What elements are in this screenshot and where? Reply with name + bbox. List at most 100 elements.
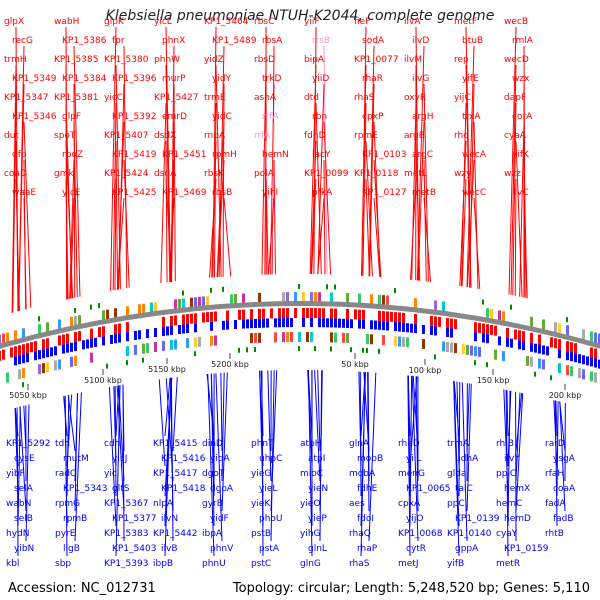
forward-gene-block <box>394 312 397 323</box>
gene-leader-line <box>469 83 475 288</box>
reverse-gene-block <box>22 354 25 364</box>
reverse-gene-block <box>266 318 269 328</box>
gene-label: metL <box>404 169 427 179</box>
functional-category-block <box>46 322 49 333</box>
gene-label: ppiC <box>496 469 516 479</box>
gene-label: rhaS <box>354 93 375 103</box>
functional-category-block <box>582 329 585 340</box>
gene-label: yicL <box>154 17 172 27</box>
gene-leader-line <box>23 197 27 310</box>
reverse-gene-block <box>282 318 285 328</box>
gene-label: kbl <box>6 559 19 569</box>
gene-leader-line <box>173 83 176 282</box>
forward-gene-block <box>354 309 357 320</box>
forward-gene-block <box>66 333 69 344</box>
gene-label: KP1_0065 <box>406 484 450 494</box>
functional-category-block <box>310 292 313 303</box>
reverse-gene-block <box>302 318 305 328</box>
gene-label: ilvB <box>161 544 178 554</box>
forward-gene-block <box>430 315 433 326</box>
gene-label: glnG <box>300 559 321 569</box>
gene-leader-line <box>360 371 366 557</box>
functional-category-block <box>6 332 9 343</box>
forward-gene-block <box>118 323 121 334</box>
functional-category-block <box>422 338 425 349</box>
gene-label: glnL <box>308 544 327 554</box>
functional-category-block <box>394 336 397 347</box>
gene-label: wecA <box>462 150 487 160</box>
gene-label: talC <box>455 484 473 494</box>
gene-leader-line <box>508 26 517 295</box>
gene-leader-line <box>559 401 566 512</box>
gene-label: wecD <box>504 55 529 65</box>
gene-label: yieN <box>308 484 328 494</box>
functional-category-block <box>126 346 129 357</box>
functional-category-block <box>74 315 77 326</box>
forward-gene-block <box>114 324 117 335</box>
functional-category-block <box>0 334 1 345</box>
gene-label: wecB <box>504 17 528 27</box>
gene-label: phnU <box>202 559 226 569</box>
gene-label: phnW <box>154 55 180 65</box>
gene-label: rnpA <box>204 131 226 141</box>
functional-category-block <box>582 369 585 380</box>
reverse-gene-block <box>154 327 157 337</box>
forward-gene-block <box>382 311 385 322</box>
gene-leader-line <box>11 64 17 313</box>
reverse-gene-block <box>262 318 265 328</box>
forward-gene-block <box>378 310 381 321</box>
gene-label: ysgA <box>553 454 576 464</box>
gene-leader-line <box>115 140 119 290</box>
gene-leader-line <box>423 159 427 282</box>
gene-label: KP1_5349 <box>12 74 57 84</box>
scale-label: 5200 kbp <box>211 360 249 369</box>
reverse-gene-block <box>350 319 353 329</box>
forward-gene-block <box>62 334 65 345</box>
gene-label: rhtB <box>545 529 564 539</box>
gene-label: KP1_5427 <box>154 93 198 103</box>
scale-label: 50 kbp <box>341 360 369 369</box>
forward-gene-block <box>22 344 25 355</box>
scale-label: 5100 kbp <box>84 376 122 385</box>
feature-marker <box>326 284 328 290</box>
gene-label: rhaR <box>362 74 383 84</box>
reverse-gene-block <box>166 326 169 336</box>
functional-category-block <box>162 340 165 351</box>
functional-category-block <box>318 292 321 303</box>
reverse-gene-block <box>54 346 57 356</box>
functional-category-block <box>594 372 597 383</box>
gene-label: cpxP <box>362 112 384 122</box>
gene-leader-line <box>270 370 275 542</box>
reverse-gene-block <box>222 320 225 330</box>
forward-gene-block <box>102 326 105 337</box>
reverse-gene-block <box>250 319 253 329</box>
gene-label: yidA <box>210 454 231 464</box>
gene-label: nlpA <box>153 499 174 509</box>
gene-label: fadB <box>553 514 574 524</box>
reverse-gene-block <box>510 338 513 348</box>
gene-leader-line <box>65 178 69 300</box>
functional-category-block <box>370 294 373 305</box>
forward-gene-block <box>182 314 185 325</box>
reverse-gene-block <box>326 318 329 328</box>
gene-label: gppA <box>455 544 479 554</box>
gene-leader-line <box>317 197 325 275</box>
functional-category-block <box>194 337 197 348</box>
forward-gene-block <box>590 347 593 358</box>
gene-label: rbsD <box>254 55 275 65</box>
gene-label: wzy <box>454 169 472 179</box>
functional-category-block <box>302 292 305 303</box>
reverse-gene-block <box>518 340 521 350</box>
gene-leader-line <box>74 393 78 512</box>
functional-category-block <box>242 293 245 304</box>
functional-category-block <box>258 292 261 303</box>
forward-gene-block <box>538 334 541 345</box>
gene-label: recG <box>12 36 33 46</box>
gene-label: pyrE <box>55 529 76 539</box>
gene-label: yidY <box>212 74 232 84</box>
gene-leader-line <box>170 377 174 542</box>
gene-label: yihG <box>300 529 321 539</box>
gene-label: corA <box>512 112 533 122</box>
forward-gene-block <box>474 322 477 333</box>
forward-gene-block <box>194 313 197 324</box>
